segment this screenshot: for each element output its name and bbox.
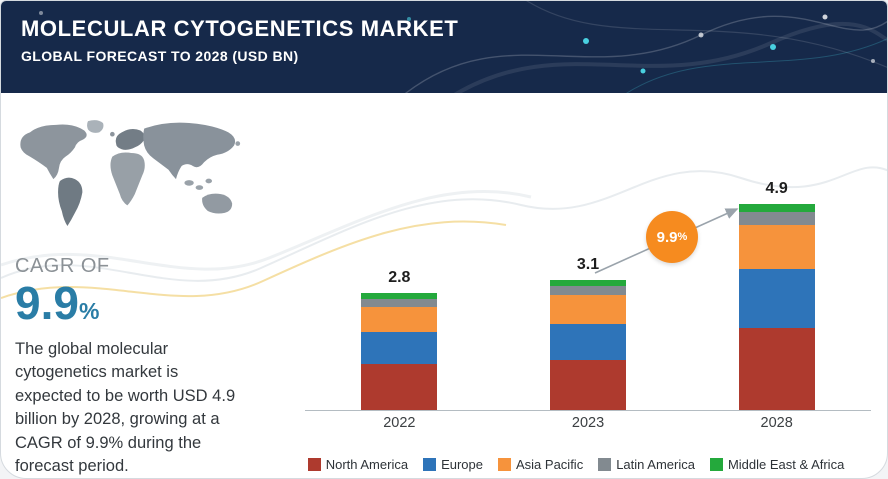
segment-north-america [550,360,626,410]
legend-label: Latin America [616,457,695,472]
bar-group-2023: 3.1 [494,256,683,410]
page-title: MOLECULAR CYTOGENETICS MARKET [21,16,459,41]
segment-north-america [361,364,438,410]
legend-item-asia-pacific: Asia Pacific [498,457,583,472]
bar-total-label: 3.1 [576,256,600,273]
segment-europe [738,269,815,328]
segment-europe [361,332,438,364]
growth-rate-badge: 9.9% [646,211,698,263]
header-banner: MOLECULAR CYTOGENETICS MARKET GLOBAL FOR… [1,1,887,93]
stacked-bar-chart: 2.8 3.1 4.9 2022 2023 2028 North America Euro… [263,93,887,478]
segment-latin-america [550,286,626,295]
bar-total-label: 4.9 [765,180,788,197]
legend-label: Europe [441,457,483,472]
growth-rate-percent-sign: % [677,231,688,243]
forecast-description: The global molecular cytogenetics market… [15,340,236,476]
segment-middle-east-africa [550,280,626,286]
page-subtitle: GLOBAL FORECAST TO 2028 (USD BN) [21,48,299,64]
cagr-label: CAGR OF [15,255,110,277]
bar-total-label: 2.8 [388,269,411,286]
cagr-percent-sign: % [78,298,100,324]
summary-panel: CAGR OF 9.9% The global molecular cytoge… [1,93,263,478]
segment-latin-america [738,212,815,225]
legend-item-north-america: North America [307,457,409,472]
x-axis-label-2023: 2023 [571,415,605,431]
bar-group-2028: 4.9 [682,180,871,410]
legend-label: Asia Pacific [516,457,584,472]
stacked-bar-2023 [550,280,626,410]
x-axis-label-2028: 2028 [760,415,793,431]
legend-swatch [307,458,321,471]
legend-label: Middle East & Africa [727,457,845,472]
legend-swatch [498,458,511,471]
segment-asia-pacific [361,307,438,332]
segment-north-america [738,328,815,410]
bar-group-2022: 2.8 [305,269,494,410]
x-axis: 2022 2023 2028 [305,415,871,431]
stacked-bar-2028 [738,204,815,410]
legend-item-europe: Europe [423,457,483,472]
stacked-bar-2022 [361,293,438,410]
legend-item-latin-america: Latin America [598,457,695,472]
chart-legend: North America Europe Asia Pacific Latin Ame… [263,457,887,472]
legend-item-middle-east-africa: Middle East & Africa [709,457,845,472]
growth-rate-number: 9.9 [656,228,678,246]
plot-area: 2.8 3.1 4.9 [305,171,871,411]
segment-europe [550,324,626,360]
legend-swatch [598,458,612,471]
network-decoration-graphic [39,1,887,93]
x-axis-label-2022: 2022 [383,415,416,431]
cagr-value: 9.9% [15,280,249,326]
legend-label: North America [325,457,409,472]
segment-asia-pacific [738,225,815,269]
segment-middle-east-africa [738,204,815,212]
legend-swatch [423,458,437,471]
world-map-graphic [20,120,241,226]
legend-swatch [709,458,723,471]
cagr-number: 9.9 [15,277,79,329]
segment-asia-pacific [550,295,626,324]
segment-latin-america [361,299,438,307]
